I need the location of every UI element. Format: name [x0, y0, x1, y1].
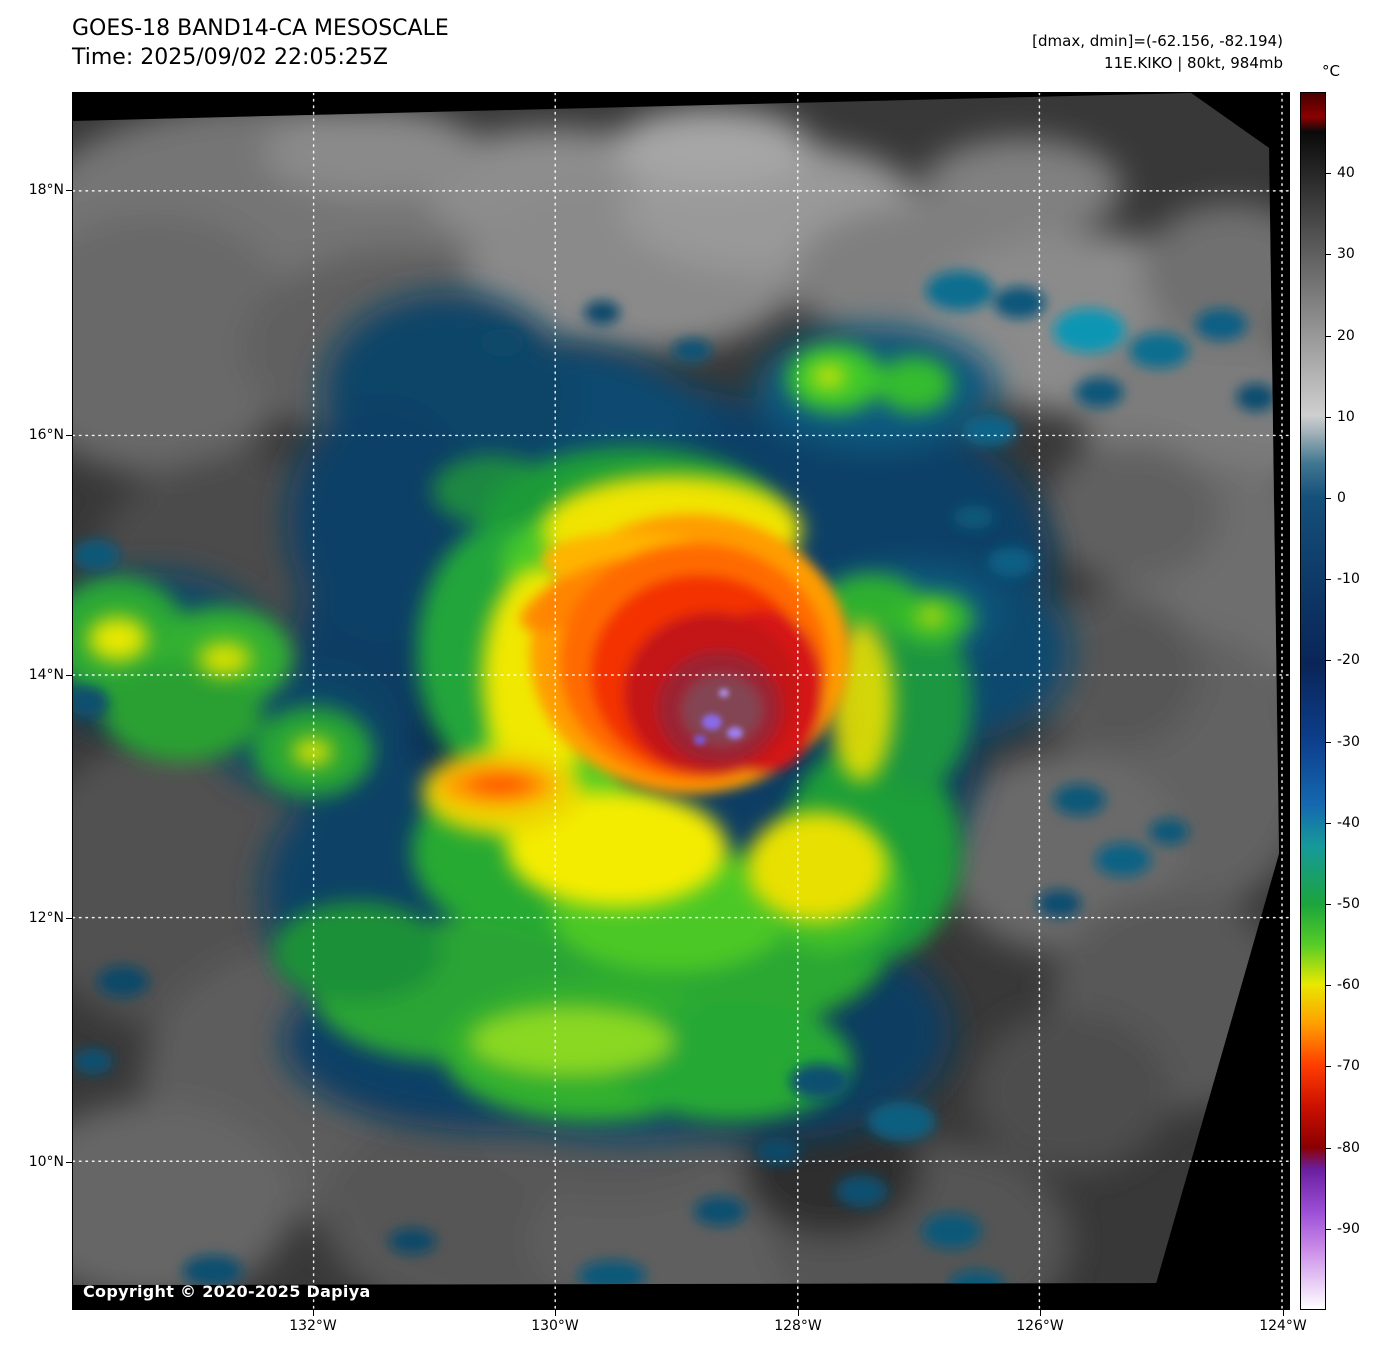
- axis-tick: [66, 675, 72, 676]
- axis-tick: [798, 1310, 799, 1316]
- colorbar-tick: 20: [1326, 328, 1355, 344]
- colorbar-tick-mark: [1326, 659, 1331, 661]
- colorbar-tick-label: -60: [1337, 977, 1360, 993]
- colorbar-tick-mark: [1326, 984, 1331, 986]
- colorbar-tick-label: 30: [1337, 246, 1355, 262]
- colorbar-tick: -70: [1326, 1058, 1360, 1074]
- lon-label: 132°W: [289, 1318, 337, 1334]
- colorbar-unit-label: °C: [1322, 62, 1340, 80]
- lon-label: 126°W: [1016, 1318, 1064, 1334]
- colorbar-tick: -80: [1326, 1140, 1360, 1156]
- colorbar-tick: -90: [1326, 1221, 1360, 1237]
- colorbar-tick-mark: [1326, 497, 1331, 499]
- timestamp: Time: 2025/09/02 22:05:25Z: [72, 45, 388, 70]
- axis-tick: [1283, 1310, 1284, 1316]
- colorbar-tick-label: -50: [1337, 896, 1360, 912]
- axis-tick: [66, 435, 72, 436]
- info-block: [dmax, dmin]=(-62.156, -82.194) 11E.KIKO…: [1032, 30, 1283, 74]
- colorbar-tick-mark: [1326, 253, 1331, 255]
- dmax-dmin-readout: [dmax, dmin]=(-62.156, -82.194): [1032, 32, 1283, 50]
- title-block: GOES-18 BAND14-CA MESOSCALE Time: 2025/0…: [72, 14, 449, 72]
- scattered-teal-cells: [73, 270, 1277, 1286]
- colorbar-tick-label: 20: [1337, 328, 1355, 344]
- colorbar-tick-label: -30: [1337, 734, 1360, 750]
- colorbar-tick-label: -40: [1337, 815, 1360, 831]
- axis-tick: [66, 190, 72, 191]
- temperature-colorbar: [1300, 92, 1326, 1310]
- colorbar-tick-mark: [1326, 335, 1331, 337]
- colorbar-tick-mark: [1326, 1065, 1331, 1067]
- lat-label: 12°N: [28, 910, 64, 926]
- colorbar-tick-mark: [1326, 578, 1331, 580]
- colorbar-tick: -50: [1326, 896, 1360, 912]
- satellite-map: Copyright © 2020-2025 Dapiya: [72, 92, 1290, 1310]
- page-title: GOES-18 BAND14-CA MESOSCALE: [72, 16, 449, 41]
- colorbar-tick: -60: [1326, 977, 1360, 993]
- lon-label: 128°W: [774, 1318, 822, 1334]
- colorbar-tick: 30: [1326, 246, 1355, 262]
- lat-label: 16°N: [28, 427, 64, 443]
- colorbar-tick-mark: [1326, 1147, 1331, 1149]
- colorbar-tick-mark: [1326, 903, 1331, 905]
- colorbar-tick-label: 40: [1337, 165, 1355, 181]
- lat-label: 10°N: [28, 1154, 64, 1170]
- lat-label: 14°N: [28, 667, 64, 683]
- axis-tick: [66, 918, 72, 919]
- storm-core: [520, 514, 850, 794]
- colorbar-tick-label: -90: [1337, 1221, 1360, 1237]
- colorbar-ticks: 40 30 20 10 0 -10 -20 -30 -40 -50 -60 -7…: [1326, 92, 1390, 1310]
- colorbar-tick: -40: [1326, 815, 1360, 831]
- colorbar-tick: -30: [1326, 734, 1360, 750]
- axis-tick: [313, 1310, 314, 1316]
- colorbar-tick-mark: [1326, 172, 1331, 174]
- colorbar-tick-label: 0: [1337, 490, 1346, 506]
- storm-coldest-specks: [693, 689, 743, 745]
- lat-label: 18°N: [28, 182, 64, 198]
- storm-readout: 11E.KIKO | 80kt, 984mb: [1104, 54, 1283, 72]
- axis-tick: [555, 1310, 556, 1316]
- lon-label: 124°W: [1259, 1318, 1307, 1334]
- colorbar-tick: 40: [1326, 165, 1355, 181]
- copyright-text: Copyright © 2020-2025 Dapiya: [83, 1282, 371, 1301]
- colorbar-tick-mark: [1326, 416, 1331, 418]
- colorbar-tick-mark: [1326, 741, 1331, 743]
- colorbar-tick: 0: [1326, 490, 1346, 506]
- axis-tick: [1040, 1310, 1041, 1316]
- gridlines: [73, 93, 1289, 1309]
- colorbar-tick: -20: [1326, 652, 1360, 668]
- colorbar-tick-label: -70: [1337, 1058, 1360, 1074]
- colorbar-tick-mark: [1326, 1228, 1331, 1230]
- lon-label: 130°W: [531, 1318, 579, 1334]
- axis-tick: [66, 1162, 72, 1163]
- colorbar-tick-label: -20: [1337, 652, 1360, 668]
- colorbar-tick: -10: [1326, 571, 1360, 587]
- colorbar-tick-label: 10: [1337, 409, 1355, 425]
- colorbar-tick-label: -80: [1337, 1140, 1360, 1156]
- scene-swath: [73, 93, 1280, 1286]
- colorbar-tick-mark: [1326, 822, 1331, 824]
- satellite-scene: [73, 93, 1289, 1309]
- colorbar-tick: 10: [1326, 409, 1355, 425]
- colorbar-tick-label: -10: [1337, 571, 1360, 587]
